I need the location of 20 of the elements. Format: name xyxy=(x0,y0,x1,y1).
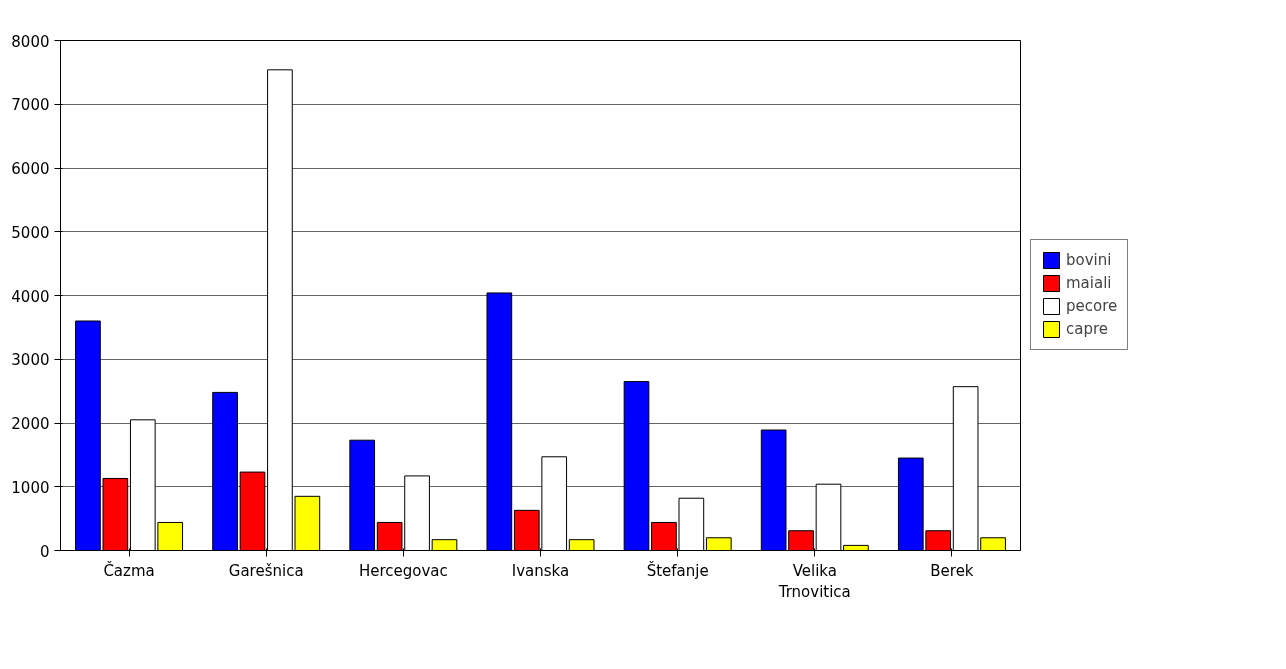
x-tick-label: Štefanje xyxy=(646,560,709,580)
y-tick-label: 3000 xyxy=(11,351,50,370)
y-tick-label: 2000 xyxy=(11,415,50,433)
x-tick-label: Čazma xyxy=(103,560,155,580)
y-tick-label: 6000 xyxy=(11,160,50,178)
legend-label: pecore xyxy=(1066,297,1118,315)
y-tick-label: 8000 xyxy=(11,32,50,51)
y-tick-label: 5000 xyxy=(11,223,50,242)
y-tick-label: 1000 xyxy=(11,478,50,497)
legend-label: capre xyxy=(1066,320,1109,338)
x-tick-label: Ivanska xyxy=(511,561,570,580)
y-tick-label: 0 xyxy=(39,542,50,561)
legend-label: maiali xyxy=(1066,274,1112,292)
x-tick-label: Garešnica xyxy=(228,561,304,580)
x-tick-label: Hercegovac xyxy=(358,561,448,580)
x-tick-label: Velika Trnovitica xyxy=(777,561,851,602)
x-tick-label: Berek xyxy=(930,561,974,580)
legend-label: bovini xyxy=(1066,251,1112,269)
y-tick-label: 7000 xyxy=(11,96,50,115)
y-tick-label: 4000 xyxy=(11,287,50,306)
